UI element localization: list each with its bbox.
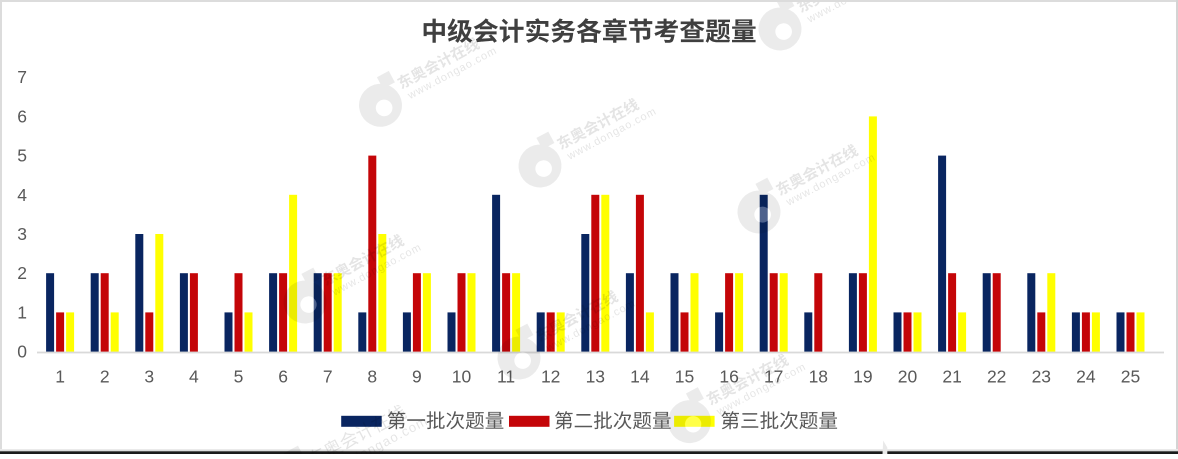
svg-text:4: 4 <box>189 367 199 387</box>
svg-text:5: 5 <box>17 146 27 166</box>
svg-text:7: 7 <box>323 367 333 387</box>
svg-text:20: 20 <box>898 367 918 387</box>
svg-text:1: 1 <box>55 367 65 387</box>
svg-text:6: 6 <box>278 367 288 387</box>
svg-text:12: 12 <box>541 367 560 387</box>
svg-text:5: 5 <box>234 367 244 387</box>
svg-text:8: 8 <box>367 367 377 387</box>
svg-text:19: 19 <box>853 367 872 387</box>
svg-text:15: 15 <box>675 367 694 387</box>
svg-text:24: 24 <box>1076 367 1096 387</box>
svg-text:1: 1 <box>17 302 27 322</box>
svg-text:10: 10 <box>452 367 472 387</box>
svg-text:16: 16 <box>719 367 738 387</box>
svg-text:0: 0 <box>17 342 27 362</box>
svg-text:9: 9 <box>412 367 422 387</box>
svg-text:2: 2 <box>17 263 27 283</box>
svg-text:25: 25 <box>1121 367 1140 387</box>
svg-text:6: 6 <box>17 106 27 126</box>
svg-text:21: 21 <box>942 367 961 387</box>
svg-text:14: 14 <box>630 367 650 387</box>
svg-text:4: 4 <box>17 185 27 205</box>
svg-text:3: 3 <box>144 367 154 387</box>
svg-text:13: 13 <box>586 367 605 387</box>
svg-text:2: 2 <box>100 367 110 387</box>
svg-text:22: 22 <box>987 367 1006 387</box>
svg-text:18: 18 <box>809 367 828 387</box>
svg-text:23: 23 <box>1032 367 1051 387</box>
svg-text:3: 3 <box>17 224 27 244</box>
svg-text:7: 7 <box>17 67 27 87</box>
